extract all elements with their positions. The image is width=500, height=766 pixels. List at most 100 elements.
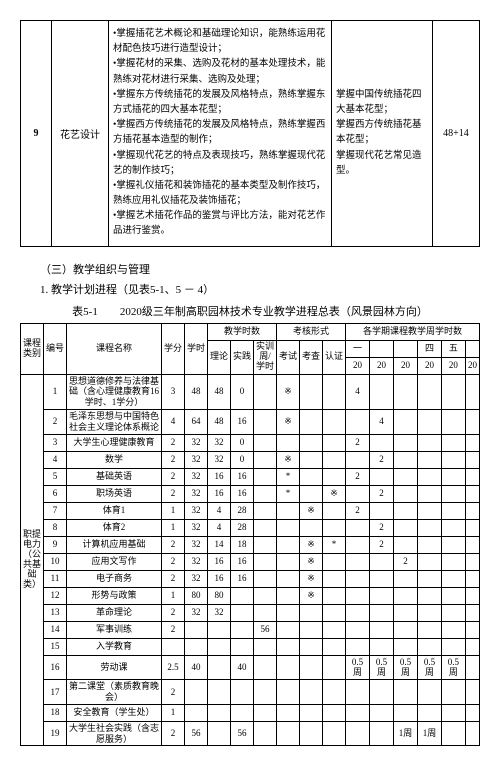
cell-r10-c3: 32 — [185, 570, 208, 587]
cell-r13-c14 — [441, 621, 465, 638]
cell-r4-c13 — [417, 468, 441, 485]
cell-r9-c14 — [441, 553, 465, 570]
cell-r7-c14 — [441, 519, 465, 536]
cell-r11-c15 — [465, 587, 479, 604]
cell-r11-c1: 形势与政策 — [67, 587, 162, 604]
cell-r18-c15 — [465, 721, 479, 746]
cell-r1-c11: 4 — [369, 410, 393, 435]
cell-r6-c1: 体育1 — [67, 502, 162, 519]
cell-r8-c15 — [465, 536, 479, 553]
cell-r15-c14: 0.5周 — [441, 655, 465, 680]
hdr-wk-6: 20 — [465, 357, 479, 374]
cell-r5-c9: ※ — [323, 485, 346, 502]
cell-r16-c11 — [369, 680, 393, 705]
hdr-wk-3: 20 — [393, 357, 417, 374]
cell-r14-c9 — [323, 638, 346, 655]
cell-r2-c1: 大学生心理健康教育 — [67, 434, 162, 451]
cell-r0-c10: 4 — [346, 374, 370, 409]
cell-r1-c5: 16 — [231, 410, 254, 435]
hdr-sem-3 — [393, 340, 417, 357]
cell-r12-c2: 2 — [162, 604, 185, 621]
hdr-sem-4: 四 — [417, 340, 441, 357]
cell-r7-c3: 32 — [185, 519, 208, 536]
section-heading-3: （三）教学组织与管理 — [40, 261, 480, 277]
cell-r8-c5: 18 — [231, 536, 254, 553]
hdr-hours: 学时 — [185, 323, 208, 374]
cell-r6-c6 — [254, 502, 277, 519]
cell-r11-c2: 1 — [162, 587, 185, 604]
cell-r0-c14 — [441, 374, 465, 409]
cell-r2-c2: 2 — [162, 434, 185, 451]
cell-r9-c0: 10 — [44, 553, 67, 570]
cell-r6-c12 — [393, 502, 417, 519]
cell-r8-c4: 14 — [208, 536, 231, 553]
cell-r17-c13 — [417, 704, 441, 721]
hdr-wk-1: 20 — [346, 357, 370, 374]
cell-r18-c1: 大学生社会实践（含志愿服务） — [67, 721, 162, 746]
cell-r4-c5: 16 — [231, 468, 254, 485]
course-content: •掌握插花艺术概论和基础理论知识，能熟练运用花材配色技巧进行造型设计； •掌握花… — [109, 21, 332, 247]
bullet-6: •掌握礼仪插花和装饰插花的基本类型及制作技巧，熟练应用礼仪插花及装饰插花； — [113, 179, 327, 209]
cell-r2-c4: 32 — [208, 434, 231, 451]
hdr-practice: 实践 — [231, 340, 254, 374]
cell-r9-c7 — [277, 553, 300, 570]
cell-r3-c6 — [254, 451, 277, 468]
cell-r17-c3 — [185, 704, 208, 721]
cell-r10-c0: 11 — [44, 570, 67, 587]
cell-r18-c7 — [277, 721, 300, 746]
cell-r15-c13: 0.5周 — [417, 655, 441, 680]
cell-r2-c10: 2 — [346, 434, 370, 451]
hdr-theory: 理论 — [208, 340, 231, 374]
cell-r11-c6 — [254, 587, 277, 604]
hdr-cert: 认证 — [323, 340, 346, 374]
cell-r12-c10 — [346, 604, 370, 621]
row-number: 9 — [21, 21, 52, 247]
cell-r16-c5 — [231, 680, 254, 705]
cell-r3-c9 — [323, 451, 346, 468]
hdr-sem-6 — [465, 340, 479, 357]
cell-r12-c3: 32 — [185, 604, 208, 621]
cell-r11-c7 — [277, 587, 300, 604]
cell-r12-c11 — [369, 604, 393, 621]
cell-r6-c0: 7 — [44, 502, 67, 519]
schedule-table: 课程类别 编号 课程名称 学分 学时 教学时数 考核形式 各学期课程教学周学时数… — [20, 323, 480, 747]
cell-r13-c10 — [346, 621, 370, 638]
cell-r3-c13 — [417, 451, 441, 468]
hdr-train-week: 实训周/学时 — [254, 340, 277, 374]
cell-r17-c4 — [208, 704, 231, 721]
bullet-3: •掌握东方传统插花的发展及风格特点，熟练掌握东方式插花的四大基本花型； — [113, 88, 327, 118]
cell-r2-c5: 0 — [231, 434, 254, 451]
cell-r0-c9 — [323, 374, 346, 409]
cell-r4-c14 — [441, 468, 465, 485]
hdr-exam-form: 考核形式 — [277, 323, 346, 340]
hdr-wk-4: 20 — [417, 357, 441, 374]
course-goal: 掌握中国传统插花四大基本花型； 掌握西方传统插花基本花型； 掌握现代花艺常见造型… — [332, 21, 433, 247]
cell-r11-c9 — [323, 587, 346, 604]
cell-r0-c13 — [417, 374, 441, 409]
cell-r13-c7 — [277, 621, 300, 638]
cell-r14-c1: 入学教育 — [67, 638, 162, 655]
cell-r18-c11 — [369, 721, 393, 746]
cell-r2-c7 — [277, 434, 300, 451]
hdr-sem-2 — [369, 340, 393, 357]
cell-r5-c11: 2 — [369, 485, 393, 502]
cell-r13-c4 — [208, 621, 231, 638]
cell-r3-c8 — [300, 451, 323, 468]
cell-r3-c2: 2 — [162, 451, 185, 468]
cell-r10-c2: 2 — [162, 570, 185, 587]
cell-r11-c4: 80 — [208, 587, 231, 604]
bullet-7: •掌握艺术插花作品的鉴赏与评比方法，能对花艺作品进行鉴赏。 — [113, 209, 327, 239]
cell-r11-c8: ※ — [300, 587, 323, 604]
cell-r16-c12 — [393, 680, 417, 705]
cell-r7-c10 — [346, 519, 370, 536]
cell-r2-c15 — [465, 434, 479, 451]
cell-r11-c14 — [441, 587, 465, 604]
cell-r1-c12 — [393, 410, 417, 435]
cell-r5-c0: 6 — [44, 485, 67, 502]
cell-r15-c7 — [277, 655, 300, 680]
cell-r5-c1: 职场英语 — [67, 485, 162, 502]
cell-r4-c3: 32 — [185, 468, 208, 485]
cell-r6-c13 — [417, 502, 441, 519]
cell-r9-c10 — [346, 553, 370, 570]
cell-r0-c0: 1 — [44, 374, 67, 409]
